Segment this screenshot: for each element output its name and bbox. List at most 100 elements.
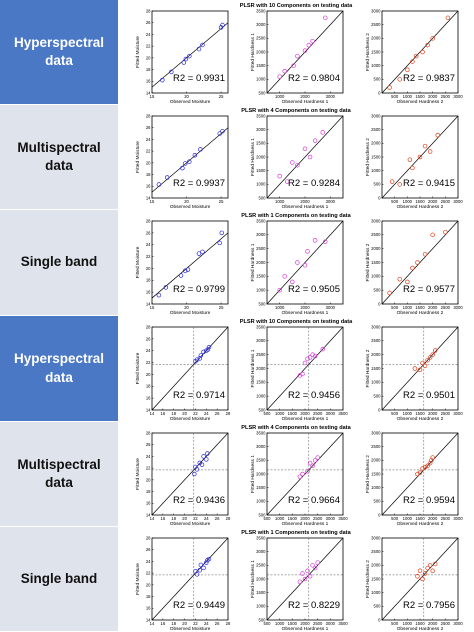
- y-tick-label: 20: [146, 477, 151, 482]
- y-tick-label: 3500: [256, 430, 266, 435]
- data-point: [300, 471, 305, 477]
- x-tick-label: 500: [391, 411, 399, 416]
- y-axis-label: Fitted Moisture: [135, 352, 141, 384]
- r2-label: R2 = 0.9501: [403, 390, 455, 401]
- x-tick-label: 1000: [403, 199, 413, 204]
- data-point: [206, 556, 212, 562]
- x-tick-label: 2000: [300, 411, 310, 416]
- data-point: [430, 352, 435, 357]
- data-point: [185, 267, 191, 272]
- x-tick-label: 2000: [300, 621, 310, 626]
- x-tick-label: 500: [391, 199, 399, 204]
- data-point: [198, 353, 204, 358]
- data-point: [397, 276, 402, 282]
- data-point: [413, 53, 419, 59]
- data-point: [387, 290, 392, 296]
- x-tick-label: 1500: [415, 621, 425, 626]
- data-point: [425, 565, 430, 571]
- y-tick-label: 14: [146, 617, 151, 622]
- x-tick-label: 3000: [326, 516, 336, 521]
- data-point: [187, 159, 192, 164]
- data-point: [315, 560, 320, 565]
- x-axis-label: Observed Moisture: [170, 416, 211, 422]
- scatter-panel: 500 1000 1500 2000 2500 300005001000150020002…: [365, 324, 463, 422]
- y-axis-label: Fitted Hardness 2: [365, 138, 371, 176]
- chart-area: PLSR with 4 Components on testing data 15…: [118, 105, 474, 210]
- y-tick-label: 2000: [256, 576, 266, 581]
- y-tick-label: 1000: [371, 63, 381, 68]
- x-tick-label: 14: [150, 516, 155, 521]
- x-tick-label: 1000: [403, 94, 413, 99]
- data-point: [307, 460, 313, 466]
- x-tick-label: 3000: [326, 411, 336, 416]
- chart-title: PLSR with 10 Components on testing data: [240, 319, 353, 325]
- data-point: [417, 367, 423, 373]
- y-tick-label: 1500: [371, 471, 381, 476]
- y-axis-label: Fitted Hardness 1: [250, 243, 256, 281]
- y-axis-label: Fitted Moisture: [135, 458, 141, 490]
- y-tick-label: 24: [146, 348, 151, 353]
- chart-area: PLSR with 10 Components on testing data 1…: [118, 0, 474, 105]
- scatter-panel: 500 1000 1500 2000 2500 3000 35005001000150020…: [250, 535, 348, 632]
- x-axis-label: Observed Hardness 2: [397, 416, 444, 422]
- x-tick-label: 2500: [441, 516, 451, 521]
- plot-frame: [151, 10, 229, 94]
- x-tick-label: 1500: [288, 516, 298, 521]
- data-point: [180, 165, 185, 171]
- y-tick-label: 20: [146, 582, 151, 587]
- y-tick-label: 28: [146, 113, 151, 118]
- y-tick-label: 28: [146, 8, 151, 13]
- data-point: [205, 347, 211, 352]
- y-tick-label: 1500: [256, 274, 266, 279]
- data-point: [220, 128, 225, 134]
- x-tick-label: 1000: [275, 516, 285, 521]
- one-to-one-line: [151, 232, 229, 299]
- data-point: [422, 571, 428, 576]
- data-point: [387, 85, 392, 90]
- data-point: [420, 576, 425, 582]
- data-point: [297, 373, 303, 378]
- y-tick-label: 3000: [256, 338, 266, 343]
- r2-label: R2 = 0.9415: [403, 178, 455, 189]
- data-point: [432, 348, 438, 353]
- scatter-panel: 1000 2000 3000 500 1000 1500 2000 2500 3000 3500 O…: [250, 8, 344, 105]
- x-axis-label: Observed Hardness 1: [282, 416, 329, 422]
- chart-title: PLSR with 10 Components on testing data: [240, 3, 353, 9]
- data-point: [160, 77, 165, 83]
- y-axis-label: Fitted Moisture: [135, 563, 141, 595]
- row-label: Hyperspectral data: [13, 351, 105, 385]
- data-point: [220, 22, 225, 28]
- r2-label: R2 = 0.9436: [173, 495, 225, 506]
- data-point: [312, 458, 318, 463]
- y-tick-label: 28: [146, 535, 151, 540]
- data-point: [320, 130, 325, 135]
- r2-label: R2 = 0.9837: [403, 73, 455, 84]
- y-axis-label: Fitted Moisture: [135, 246, 141, 278]
- row-label: Single band: [20, 570, 98, 586]
- y-tick-label: 1000: [371, 590, 381, 595]
- y-tick-label: 26: [146, 547, 151, 552]
- y-tick-label: 2500: [371, 232, 381, 237]
- r2-label: R2 = 0.9505: [288, 284, 340, 295]
- x-tick-label: 2500: [441, 621, 451, 626]
- y-tick-label: 16: [146, 79, 151, 84]
- data-point: [430, 36, 435, 41]
- row-label: Multispectral data: [17, 456, 101, 490]
- r2-label: R2 = 0.9594: [403, 495, 455, 506]
- x-tick-label: 3000: [453, 621, 463, 626]
- y-axis-label: Fitted Hardness 1: [250, 138, 256, 176]
- data-point: [425, 357, 430, 363]
- y-tick-label: 500: [259, 617, 267, 622]
- y-tick-label: 24: [146, 454, 151, 459]
- r2-label: R2 = 0.7956: [403, 600, 455, 611]
- x-tick-label: 1000: [275, 411, 285, 416]
- y-tick-label: 26: [146, 20, 151, 25]
- y-tick-label: 28: [146, 324, 151, 329]
- x-tick-label: 2000: [428, 411, 438, 416]
- x-tick-label: 26: [215, 621, 220, 626]
- y-axis-label: Fitted Hardness 1: [250, 349, 256, 387]
- x-tick-label: 26: [215, 516, 220, 521]
- row-hyperspectral-10-dashed: Hyperspectral data PLSR with 10 Componen…: [0, 316, 474, 422]
- data-point: [277, 74, 282, 79]
- data-point: [320, 346, 325, 352]
